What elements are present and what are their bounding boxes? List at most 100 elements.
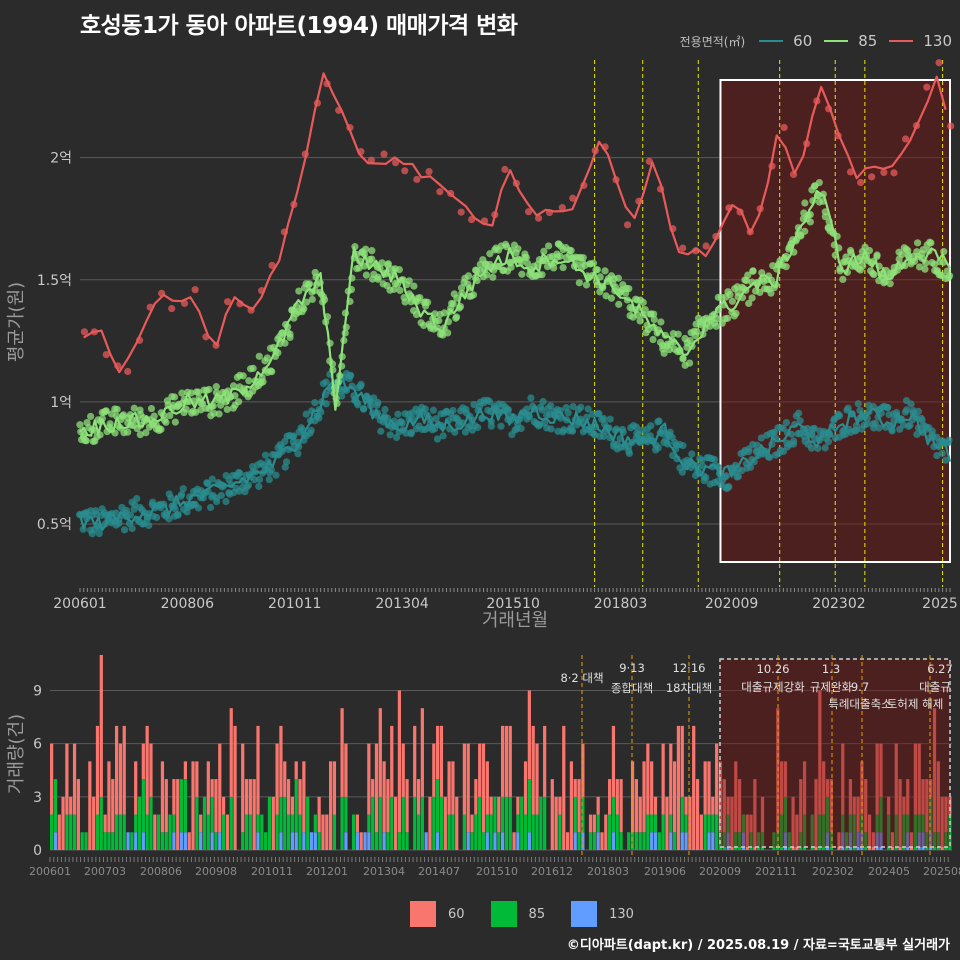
bar-60 — [359, 832, 363, 850]
bottom-x-tick-label: 200806 — [140, 865, 182, 878]
scatter-point-60 — [236, 469, 244, 477]
scatter-point-60 — [599, 432, 608, 440]
policy-annotation: 특례대출축소 — [828, 697, 891, 711]
bar-60 — [535, 743, 539, 815]
scatter-point-130 — [268, 261, 276, 270]
bar-85 — [432, 796, 436, 850]
bar-60 — [577, 779, 581, 833]
scatter-point-85 — [596, 273, 604, 281]
bar-130 — [501, 832, 505, 850]
scatter-point-85 — [507, 263, 515, 271]
scatter-point-85 — [614, 274, 622, 282]
scatter-point-85 — [157, 425, 165, 433]
bar-60 — [252, 779, 256, 850]
bar-85 — [294, 779, 298, 833]
bar-130 — [141, 832, 145, 850]
bar-85 — [829, 832, 833, 850]
bar-60 — [898, 779, 902, 850]
bar-60 — [688, 796, 692, 850]
legend-label-60: 60 — [793, 32, 813, 50]
scatter-point-85 — [76, 421, 84, 429]
bar-85 — [929, 796, 933, 833]
scatter-point-85 — [639, 298, 647, 306]
scatter-point-130 — [191, 286, 199, 294]
scatter-point-85 — [806, 218, 814, 226]
bar-85 — [195, 796, 199, 850]
scatter-point-60 — [765, 453, 774, 461]
bar-60 — [420, 708, 424, 797]
bar-85 — [921, 814, 925, 833]
scatter-point-85 — [178, 389, 186, 397]
scatter-point-60 — [338, 392, 346, 400]
bar-85 — [684, 814, 688, 833]
bar-85 — [439, 796, 444, 850]
bar-85 — [317, 832, 321, 850]
bar-60 — [715, 743, 719, 815]
bar-85 — [539, 796, 543, 850]
scatter-point-60 — [903, 406, 911, 414]
bar-60 — [378, 708, 382, 797]
y-axis-title: 평균가(원) — [6, 282, 27, 362]
bottom-x-tick-label: 202302 — [812, 865, 854, 878]
bar-60 — [428, 796, 432, 850]
bar-85 — [122, 814, 126, 850]
scatter-point-60 — [392, 433, 401, 442]
bar-60 — [684, 796, 688, 815]
scatter-point-85 — [295, 287, 303, 295]
scatter-point-85 — [915, 263, 924, 271]
scatter-point-85 — [767, 289, 775, 297]
scatter-point-85 — [810, 182, 818, 190]
bar-85 — [118, 814, 123, 850]
bar-130 — [841, 832, 845, 850]
scatter-point-85 — [686, 336, 694, 345]
bar-85 — [397, 832, 402, 850]
policy-annotation: 10.26 — [757, 662, 790, 676]
bar-85 — [260, 814, 264, 850]
scatter-point-85 — [734, 288, 742, 297]
bar-60 — [393, 796, 398, 850]
bar-85 — [925, 832, 929, 850]
bar-130 — [302, 832, 306, 850]
bar-60 — [906, 779, 910, 815]
policy-annotation: 18차대책 — [666, 681, 712, 695]
bar-60 — [699, 814, 703, 850]
legend-swatch-60 — [759, 40, 784, 42]
bar-60 — [397, 690, 402, 833]
policy-annotation: 6.27 — [927, 662, 953, 676]
scatter-point-85 — [870, 271, 878, 279]
scatter-point-60 — [734, 472, 742, 480]
bar-60 — [283, 761, 287, 797]
scatter-point-60 — [945, 436, 953, 444]
scatter-point-85 — [166, 411, 174, 420]
bar-60 — [669, 743, 673, 815]
scatter-point-130 — [457, 208, 465, 216]
bar-60 — [722, 779, 726, 833]
scatter-point-85 — [368, 247, 376, 255]
bar-85 — [707, 814, 711, 833]
scatter-point-85 — [162, 418, 170, 426]
x-tick-label: 202302 — [812, 596, 865, 612]
scatter-point-85 — [142, 429, 150, 437]
scatter-point-85 — [601, 267, 609, 275]
scatter-point-130 — [935, 59, 943, 67]
scatter-point-60 — [290, 432, 298, 440]
scatter-point-85 — [859, 262, 867, 270]
bar-85 — [332, 814, 337, 850]
bar-60 — [256, 725, 260, 815]
scatter-point-85 — [171, 418, 179, 426]
bar-85 — [413, 796, 417, 850]
bar-85 — [206, 814, 210, 850]
scatter-point-85 — [693, 327, 701, 336]
bar-130 — [711, 832, 715, 850]
scatter-point-60 — [523, 405, 531, 413]
bottom-x-tick-label: 200703 — [84, 865, 126, 878]
bar-85 — [416, 814, 421, 850]
scatter-point-130 — [923, 83, 931, 91]
bar-60 — [783, 761, 788, 797]
bar-85 — [653, 814, 658, 833]
scatter-point-60 — [875, 424, 883, 432]
scatter-point-60 — [933, 451, 941, 460]
series-line-60 — [78, 377, 952, 532]
bar-60 — [244, 779, 249, 815]
scatter-point-85 — [556, 252, 564, 260]
